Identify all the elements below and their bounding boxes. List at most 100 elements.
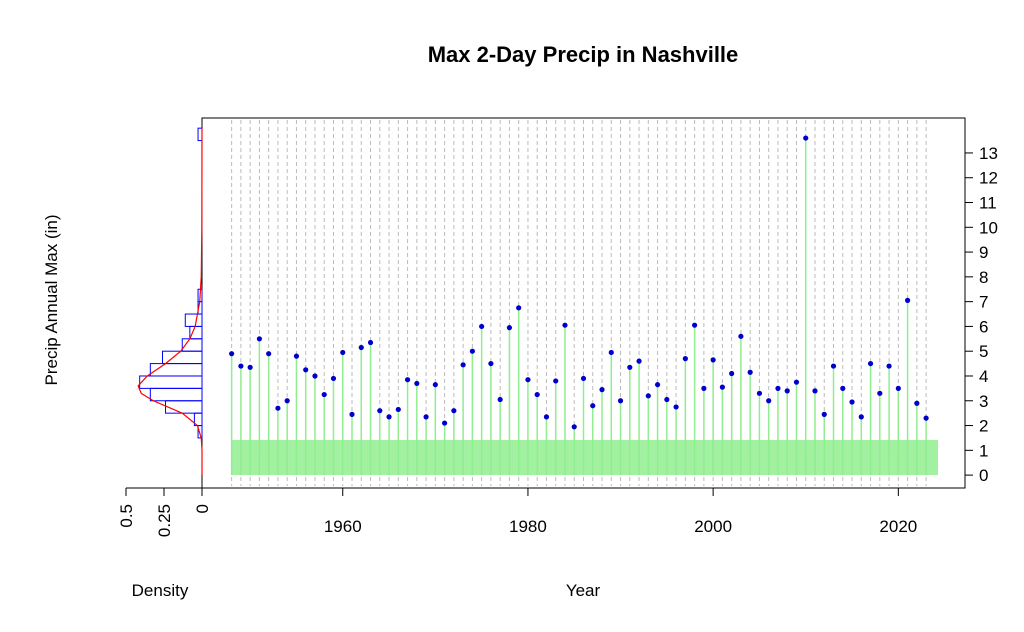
point (747, 369, 753, 375)
point (395, 406, 401, 413)
point (414, 380, 420, 387)
point (284, 398, 290, 404)
density-tick-label: 0.5 (117, 504, 136, 528)
point (432, 382, 438, 388)
point (497, 396, 503, 403)
density-curve (137, 128, 203, 476)
point (701, 385, 707, 391)
point (571, 424, 577, 430)
point (266, 351, 272, 357)
point (469, 348, 475, 354)
histogram-bar (189, 325, 203, 340)
point (423, 414, 429, 420)
point (516, 305, 522, 311)
y-tick-label: 1 (979, 441, 988, 460)
y-tick-label: 4 (979, 367, 988, 386)
point (340, 349, 346, 356)
point (867, 360, 874, 367)
y-tick-label: 8 (979, 268, 988, 287)
x-tick-label: 1980 (509, 517, 547, 536)
point (599, 387, 605, 393)
point (627, 364, 633, 370)
point (534, 391, 540, 398)
point (506, 325, 513, 331)
histogram-bar (184, 313, 203, 327)
point (404, 377, 411, 383)
point (321, 391, 327, 398)
point (710, 357, 716, 363)
point (247, 364, 253, 370)
point (543, 414, 550, 420)
point (330, 375, 337, 382)
histogram-bar (149, 387, 203, 402)
point (349, 411, 355, 417)
chart-title: Max 2-Day Precip in Nashville (428, 42, 739, 67)
point (553, 378, 559, 384)
histogram-bar (197, 425, 203, 439)
x-tick-label: 2000 (694, 517, 732, 536)
y-axis-label: Precip Annual Max (in) (42, 214, 61, 385)
point (590, 403, 596, 409)
point (849, 399, 855, 405)
histogram-bar (149, 363, 203, 377)
y-tick-label: 11 (979, 194, 997, 213)
point (904, 297, 911, 303)
y-tick-label: 10 (979, 218, 998, 237)
point (358, 344, 364, 351)
y-tick-label: 6 (979, 317, 988, 336)
point (580, 375, 587, 382)
y-tick-label: 0 (979, 466, 988, 485)
point (229, 351, 235, 357)
point (840, 385, 846, 391)
point (293, 353, 300, 359)
point (682, 356, 688, 362)
point (617, 398, 624, 404)
point (238, 363, 244, 369)
point (654, 382, 661, 388)
point (367, 339, 374, 346)
point (479, 323, 485, 330)
density-axis-label: Density (132, 581, 189, 600)
point (738, 333, 744, 339)
x-tick-label: 1960 (324, 517, 362, 536)
y-tick-label: 3 (979, 392, 988, 411)
point (303, 367, 309, 373)
point (923, 415, 929, 421)
density-tick-label: 0 (193, 504, 212, 513)
point (858, 414, 864, 420)
point (377, 408, 383, 414)
point (256, 336, 263, 342)
x-axis-label: Year (566, 581, 601, 600)
point (784, 388, 790, 394)
point (451, 408, 457, 414)
point (719, 384, 725, 390)
point (821, 411, 827, 417)
point (895, 385, 901, 391)
point (442, 420, 448, 426)
density-tick-label: 0.25 (155, 504, 174, 537)
point (812, 388, 818, 394)
point (729, 370, 735, 377)
point (562, 322, 568, 328)
point (886, 363, 892, 369)
point (793, 379, 800, 385)
point (756, 390, 763, 396)
y-tick-label: 7 (979, 293, 988, 312)
daily-precip-band (232, 440, 938, 475)
point (877, 390, 883, 396)
y-tick-label: 12 (979, 169, 998, 188)
point (803, 135, 809, 141)
point (460, 362, 466, 368)
point (775, 385, 781, 391)
y-tick-label: 2 (979, 417, 988, 436)
y-tick-label: 9 (979, 243, 988, 262)
point (673, 404, 679, 410)
point (386, 414, 392, 420)
point (830, 363, 837, 369)
histogram-bar (165, 400, 203, 414)
point (608, 349, 614, 356)
point (692, 322, 698, 328)
x-tick-label: 2020 (879, 517, 917, 536)
point (766, 398, 772, 404)
